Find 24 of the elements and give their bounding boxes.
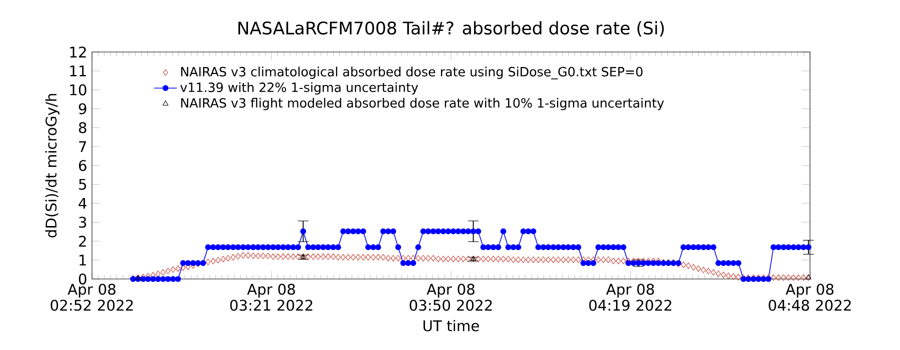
y-tick-label: 7 [79, 141, 86, 152]
legend-label: NAIRAS v3 climatological absorbed dose rate using SiDose_G0.txt SEP=0 [181, 66, 643, 80]
y-tick-label: 12 [70, 46, 86, 58]
y-tick-label: 8 [78, 122, 86, 134]
y-tick-label: 1 [80, 254, 86, 266]
y-tick-label: 9 [78, 103, 86, 114]
y-tick-label: 4 [78, 198, 86, 209]
x-tick-label: Apr 08 04:48 2022 [768, 284, 851, 311]
y-tick-label: 3 [79, 216, 86, 228]
y-tick-label: 6 [78, 160, 86, 172]
chart-title: NASALaRCFM7008 Tail#? absorbed dose rate (Si) [238, 21, 664, 37]
y-tick-label: 5 [79, 178, 86, 190]
x-tick-label: Apr 08 04:19 2022 [589, 284, 672, 311]
y-tick-label: 0 [78, 273, 86, 285]
y-tick-label: 11 [70, 66, 86, 76]
x-axis-title: UT time [424, 320, 479, 332]
x-tick-label: Apr 08 03:21 2022 [230, 284, 312, 311]
y-axis-title: dD(Si)/dt microGy/h [45, 94, 60, 238]
y-tick-label: 10 [70, 84, 86, 96]
x-tick-label: Apr 08 02:52 2022 [50, 284, 133, 311]
x-tick-label: Apr 08 03:50 2022 [410, 284, 492, 311]
y-tick-label: 2 [79, 236, 86, 247]
legend-label: NAIRAS v3 flight modeled absorbed dose rate with 10% 1-sigma uncertainty [181, 98, 664, 110]
legend-label: v11.39 with 22% 1-sigma uncertainty [180, 82, 418, 95]
